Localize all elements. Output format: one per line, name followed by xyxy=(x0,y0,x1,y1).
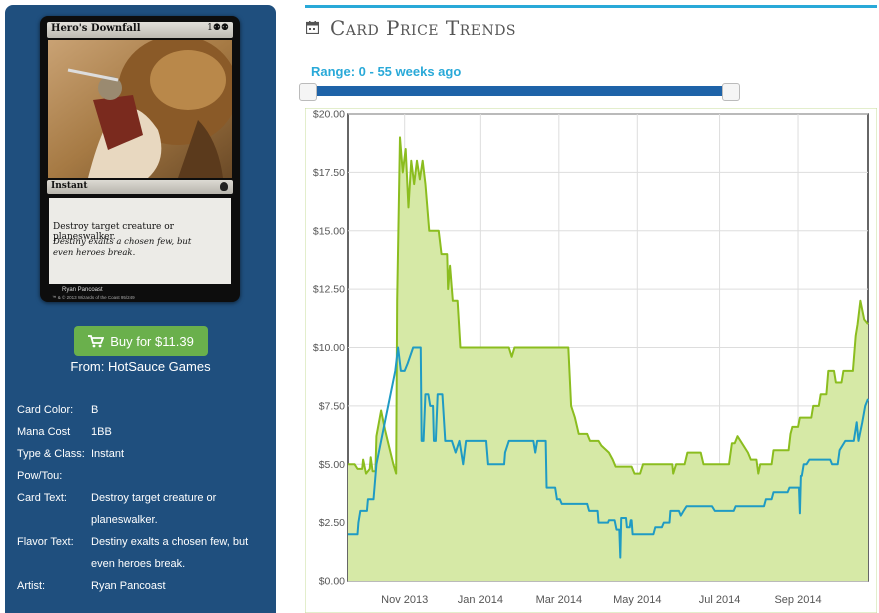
y-tick-label: $20.00 xyxy=(313,109,345,121)
attr-row-card-text: Card Text: Destroy target creature or pl… xyxy=(17,487,272,531)
artist-credit: Ryan Pancoast xyxy=(62,287,103,293)
y-tick-label: $2.50 xyxy=(319,517,345,529)
x-tick-label: Jul 2014 xyxy=(699,594,741,606)
x-tick-label: May 2014 xyxy=(613,594,661,606)
y-tick-label: $12.50 xyxy=(313,284,345,296)
y-tick-label: $7.50 xyxy=(319,400,345,412)
series-line-1 xyxy=(348,346,869,559)
section-header-rule xyxy=(305,5,877,8)
attr-value: Ryan Pancoast xyxy=(91,580,166,592)
calendar-icon xyxy=(306,21,319,34)
attr-row-artist: Artist: Ryan Pancoast xyxy=(17,575,272,597)
y-tick-label: $10.00 xyxy=(313,342,345,354)
attr-label: Type & Class: xyxy=(17,448,85,460)
attr-value: Instant xyxy=(91,448,125,460)
series-area-0 xyxy=(348,137,868,581)
buy-button-label: Buy for $11.39 xyxy=(110,333,194,349)
attr-value xyxy=(91,465,272,487)
buy-button[interactable]: Buy for $11.39 xyxy=(74,326,208,356)
y-tick-label: $0.00 xyxy=(319,576,345,588)
attr-label: Mana Cost xyxy=(17,426,71,438)
series-line-0 xyxy=(348,136,869,475)
attr-label: Pow/Tou: xyxy=(17,470,63,482)
x-tick-label: Jan 2014 xyxy=(458,594,503,606)
attr-row-color: Card Color: B xyxy=(17,399,272,421)
set-symbol-icon xyxy=(220,182,228,191)
section-title: Card Price Trends xyxy=(330,16,517,40)
attr-row-flavor: Flavor Text: Destiny exalts a chosen few… xyxy=(17,531,272,575)
axes: $0.00 $2.50 $5.00 $7.50 $10.00 $12.50 $15.00 $1… xyxy=(313,109,822,607)
shopping-cart-icon xyxy=(88,334,105,347)
card-detail-panel: Hero's Downfall 1⚉⚉ Instant Destroy targ… xyxy=(5,5,276,613)
mana-cost-symbols: 1⚉⚉ xyxy=(207,23,229,33)
attr-value: Destroy target creature or planeswalker. xyxy=(91,492,217,526)
x-tick-label: Nov 2013 xyxy=(381,594,428,606)
series xyxy=(348,136,869,581)
card-copyright: ™ & © 2013 Wizards of the Coast 95/249 xyxy=(52,295,135,300)
y-tick-label: $17.50 xyxy=(313,167,345,179)
rules-text: Destroy target creature or planeswalker. xyxy=(53,222,174,242)
flavor-text: Destiny exalts a chosen few, but even he… xyxy=(53,237,192,258)
type-bar: Instant xyxy=(47,180,233,194)
attr-label: Flavor Text: xyxy=(17,536,74,548)
attr-row-mana: Mana Cost 1BB xyxy=(17,421,272,443)
attr-row-type: Type & Class: Instant xyxy=(17,443,272,465)
attr-value: Destiny exalts a chosen few, but even he… xyxy=(91,536,249,570)
range-slider-handle-min[interactable] xyxy=(299,83,317,101)
attr-label: Card Text: xyxy=(17,492,67,504)
y-tick-label: $5.00 xyxy=(319,459,345,471)
card-art xyxy=(48,40,232,178)
attr-label: Artist: xyxy=(17,580,46,592)
range-slider-handle-max[interactable] xyxy=(722,83,740,101)
card-image: Hero's Downfall 1⚉⚉ Instant Destroy targ… xyxy=(40,16,240,302)
attr-label: Card Color: xyxy=(17,404,74,416)
price-trend-chart: $0.00 $2.50 $5.00 $7.50 $10.00 $12.50 $15.00 $1… xyxy=(305,108,877,613)
attr-value: B xyxy=(91,404,99,416)
type-line: Instant xyxy=(51,181,88,191)
card-name: Hero's Downfall xyxy=(51,23,141,34)
card-attributes: Card Color: B Mana Cost 1BB Type & Class… xyxy=(17,399,272,597)
x-tick-label: Sep 2014 xyxy=(774,594,821,606)
card-name-bar: Hero's Downfall 1⚉⚉ xyxy=(47,22,233,38)
attr-value: 1BB xyxy=(91,426,112,438)
x-tick-label: Mar 2014 xyxy=(536,594,582,606)
y-tick-label: $15.00 xyxy=(313,225,345,237)
card-text-box: Destroy target creature or planeswalker.… xyxy=(49,198,231,284)
range-slider-track[interactable] xyxy=(305,86,739,96)
seller-name: From: HotSauce Games xyxy=(70,359,211,374)
range-label: Range: 0 - 55 weeks ago xyxy=(311,64,462,79)
attr-row-powtou: Pow/Tou: xyxy=(17,465,272,487)
